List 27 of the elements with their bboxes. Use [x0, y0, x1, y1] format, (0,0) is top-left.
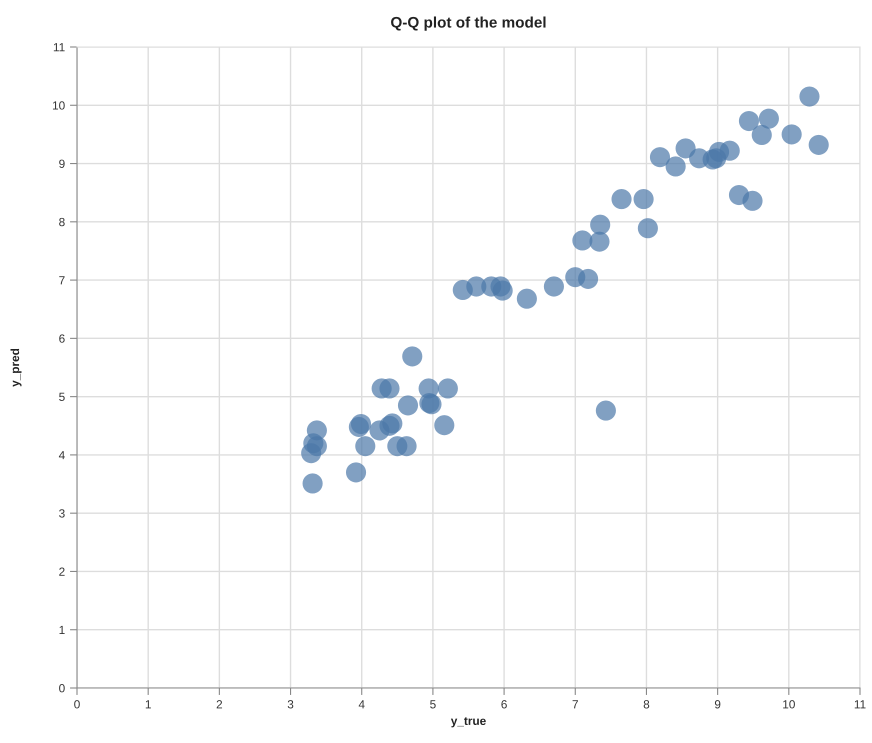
x-tick-label: 10	[783, 700, 795, 708]
y-tick-label: 6	[59, 334, 65, 343]
x-tick-label: 2	[216, 700, 222, 708]
x-tick-label: 9	[714, 700, 720, 708]
y-tick-label: 10	[52, 101, 65, 110]
x-tick-label: 5	[430, 700, 436, 708]
x-tick-label: 11	[854, 700, 866, 708]
x-tick-label: 8	[644, 700, 650, 708]
x-tick-label: 0	[74, 700, 80, 708]
y-tick-label: 4	[58, 451, 65, 460]
y-tick-label: 9	[59, 160, 65, 168]
chart-title: Q-Q plot of the model	[391, 16, 546, 31]
y-tick-label: 5	[59, 392, 65, 402]
y-axis-title: y_pred	[10, 348, 22, 387]
x-tick-label: 1	[146, 700, 151, 708]
x-tick-label: 3	[288, 700, 294, 708]
y-tick-label: 3	[59, 509, 65, 518]
y-tick-label: 11	[54, 43, 65, 52]
y-tick-label: 7	[59, 276, 65, 284]
y-tick-label: 1	[60, 626, 65, 634]
y-tick-label: 0	[59, 684, 65, 692]
x-tick-label: 6	[501, 700, 507, 708]
x-axis-title: y_true	[450, 717, 486, 728]
y-tick-label: 8	[59, 218, 65, 226]
x-tick-label: 7	[572, 700, 578, 708]
x-tick-label: 4	[358, 700, 365, 708]
y-tick-label: 2	[59, 567, 65, 576]
